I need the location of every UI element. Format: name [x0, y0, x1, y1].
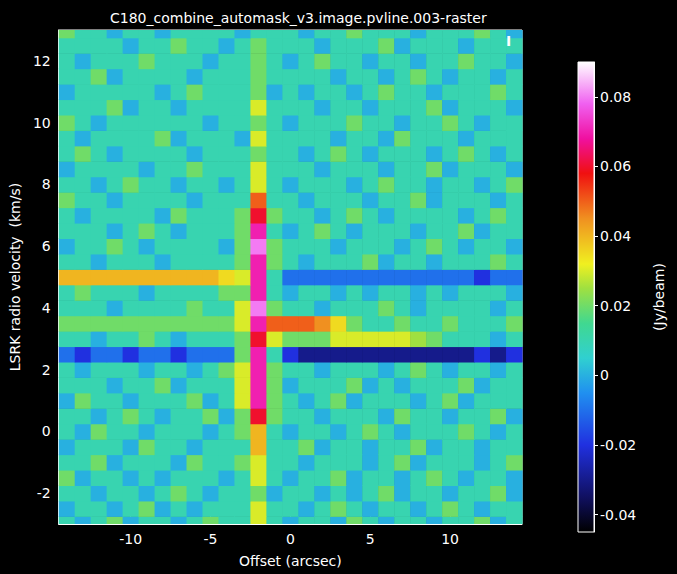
svg-text:LSRK radio velocity (km/s): LSRK radio velocity (km/s)	[7, 183, 23, 371]
svg-text:0: 0	[42, 423, 51, 439]
svg-text:0: 0	[600, 367, 609, 383]
svg-text:5: 5	[366, 531, 375, 547]
svg-text:-0.02: -0.02	[600, 437, 636, 453]
svg-text:10: 10	[33, 115, 51, 131]
svg-text:0: 0	[286, 531, 295, 547]
svg-text:Offset (arcsec): Offset (arcsec)	[239, 553, 342, 569]
svg-text:-0.04: -0.04	[600, 507, 636, 523]
svg-text:4: 4	[42, 300, 51, 316]
svg-text:0.04: 0.04	[600, 228, 631, 244]
svg-text:6: 6	[42, 238, 51, 254]
svg-text:-10: -10	[119, 531, 142, 547]
svg-text:12: 12	[33, 53, 51, 69]
svg-text:2: 2	[42, 362, 51, 378]
svg-text:10: 10	[441, 531, 459, 547]
svg-text:-2: -2	[37, 485, 51, 501]
svg-text:-5: -5	[203, 531, 217, 547]
svg-text:0.02: 0.02	[600, 298, 631, 314]
svg-text:8: 8	[42, 176, 51, 192]
svg-text:I: I	[506, 33, 511, 49]
svg-text:C180_combine_automask_v3.image: C180_combine_automask_v3.image.pvline.00…	[110, 10, 487, 26]
svg-text:0.08: 0.08	[600, 89, 631, 105]
svg-text:0.06: 0.06	[600, 158, 631, 174]
svg-text:(Jy/beam): (Jy/beam)	[651, 263, 667, 331]
